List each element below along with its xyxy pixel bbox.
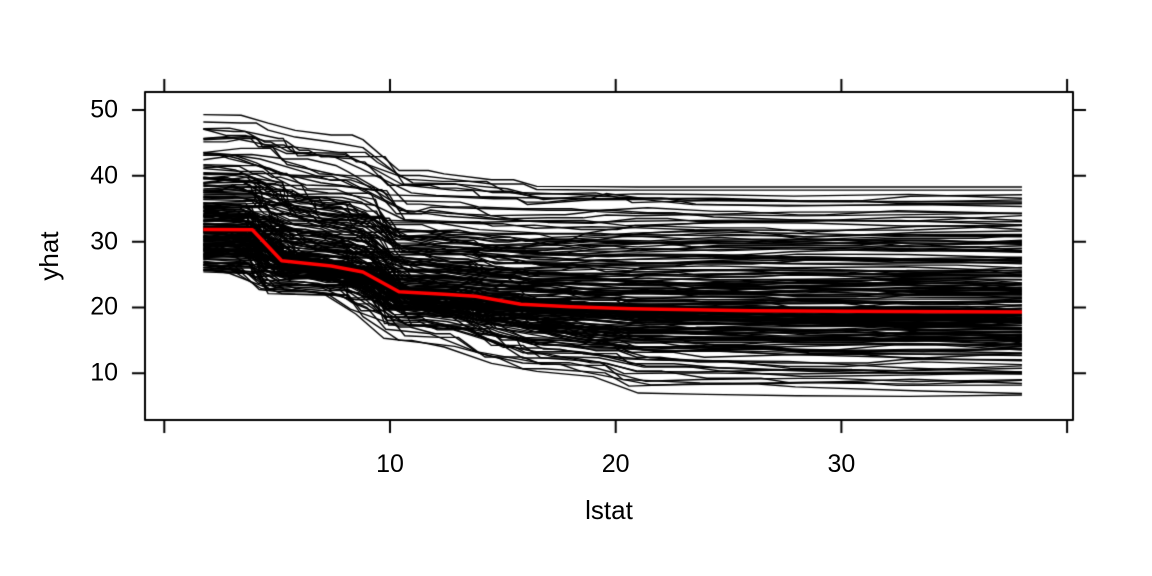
y-tick-label: 20: [90, 292, 118, 321]
y-tick-label: 50: [90, 95, 118, 124]
x-tick-label: 20: [601, 450, 630, 478]
y-axis-label: yhat: [34, 231, 64, 281]
y-tick-label: 30: [90, 227, 118, 256]
y-tick-label: 10: [90, 358, 118, 387]
x-axis-label: lstat: [585, 495, 633, 525]
x-tick-label: 10: [376, 450, 404, 478]
y-tick-label: 40: [90, 161, 118, 190]
x-tick-label: 30: [827, 450, 856, 478]
